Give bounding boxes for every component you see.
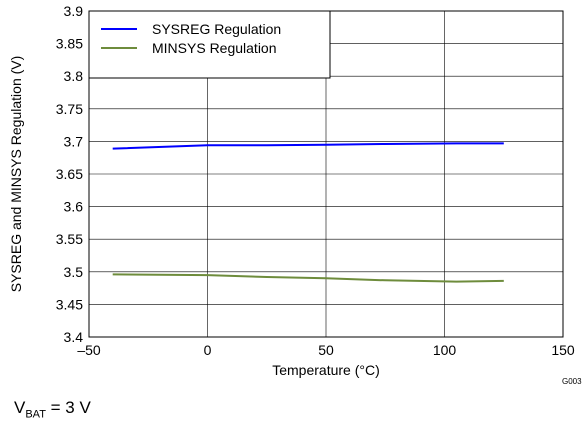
series-layer [112,142,504,283]
y-axis-label: SYSREG and MINSYS Regulation (V) [8,56,24,293]
x-tick-label: 100 [433,342,457,358]
caption-symbol: V [14,398,26,417]
legend-label: SYSREG Regulation [152,21,281,37]
x-tick-label: 150 [551,342,575,358]
y-tick-label: 3.85 [56,36,83,52]
y-tick-label: 3.55 [56,231,83,247]
x-tick-label: 0 [204,342,212,358]
tick-labels: –50 0 50 100 150 3.4 3.45 3.5 3.55 3.6 3.65 3.7 3.75… [56,3,575,358]
y-tick-label: 3.7 [64,133,84,149]
series-line [112,273,504,283]
y-tick-label: 3.9 [64,3,84,19]
y-tick-label: 3.4 [64,329,84,345]
x-tick-label: –50 [77,342,101,358]
legend: SYSREG Regulation MINSYS Regulation [88,10,331,79]
y-tick-label: 3.75 [56,101,83,117]
y-tick-label: 3.8 [64,68,84,84]
x-axis-label: Temperature (°C) [272,362,380,378]
series-line [112,142,504,150]
caption-value: = 3 V [45,398,91,417]
y-tick-label: 3.6 [64,199,84,215]
y-tick-label: 3.5 [64,264,84,280]
chart: –50 0 50 100 150 3.4 3.45 3.5 3.55 3.6 3.65 3.7 3.75… [8,3,582,386]
x-tick-label: 50 [318,342,334,358]
y-tick-label: 3.45 [56,296,83,312]
legend-label: MINSYS Regulation [152,40,277,56]
caption: VBAT = 3 V [14,398,91,420]
legend-box [88,10,331,79]
figure-code: G003 [562,377,582,386]
y-tick-label: 3.65 [56,166,83,182]
caption-subscript: BAT [25,408,46,421]
